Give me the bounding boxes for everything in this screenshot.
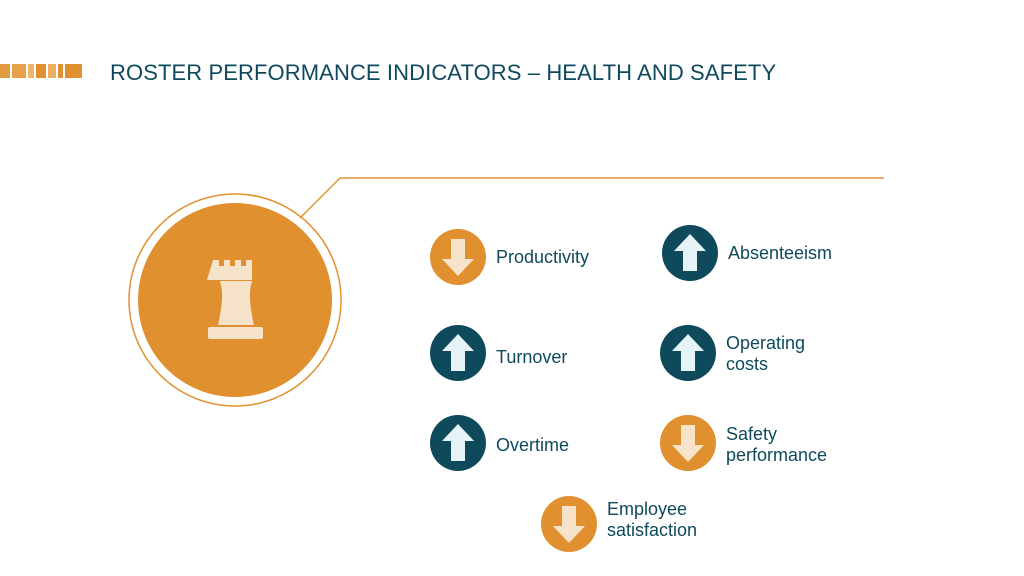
indicator-down-circle <box>660 415 716 471</box>
arrow-up-icon <box>442 334 474 371</box>
arrow-up-icon <box>442 424 474 461</box>
indicator-label: Overtime <box>496 435 569 456</box>
indicator-up-circle <box>430 325 486 381</box>
indicator-label-line: costs <box>726 354 769 374</box>
indicator-label-line: Absenteeism <box>728 243 833 263</box>
indicator-label: Safety performance <box>726 424 827 466</box>
indicator-label-line: Productivity <box>496 247 590 267</box>
arrow-up-icon <box>674 234 706 271</box>
indicator-label-line: Turnover <box>496 347 568 367</box>
arrow-down-icon <box>672 425 704 462</box>
indicator-label: Operating costs <box>726 333 805 375</box>
indicator-label-line: Overtime <box>496 435 570 455</box>
indicator-label: Absenteeism <box>728 243 832 264</box>
arrow-down-icon <box>442 239 474 276</box>
indicator-label-line: Safety <box>726 424 778 444</box>
indicator-label-line: satisfaction <box>607 520 698 540</box>
indicator-label-line: performance <box>726 445 828 465</box>
indicator-down-circle <box>430 229 486 285</box>
hero-outer-ring <box>128 193 342 407</box>
indicator-down-circle <box>541 496 597 552</box>
chess-rook-icon <box>207 260 263 339</box>
indicator-label-line: Operating <box>726 333 806 353</box>
indicator-label: Employee satisfaction <box>607 499 697 541</box>
indicator-up-circle <box>660 325 716 381</box>
indicator-label: Productivity <box>496 247 589 268</box>
indicator-up-circle <box>662 225 718 281</box>
page-title: ROSTER PERFORMANCE INDICATORS – HEALTH A… <box>110 60 777 85</box>
indicator-label: Turnover <box>496 347 567 368</box>
arrow-down-icon <box>553 506 585 543</box>
connector-diagonal <box>299 177 341 219</box>
indicator-label-line: Employee <box>607 499 688 519</box>
indicator-up-circle <box>430 415 486 471</box>
arrow-up-icon <box>672 334 704 371</box>
